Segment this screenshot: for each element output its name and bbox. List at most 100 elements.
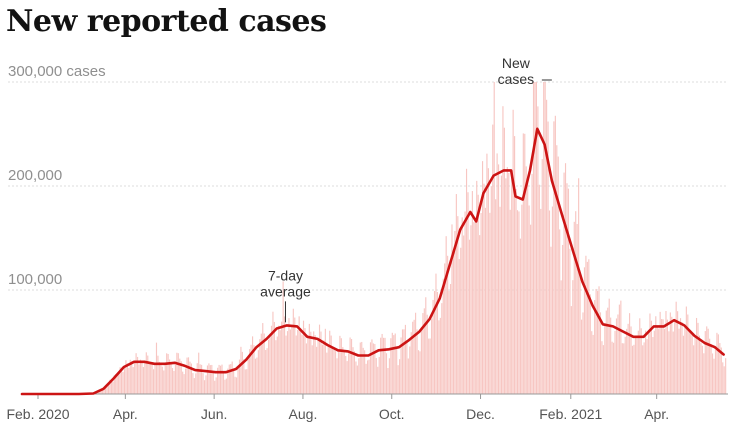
daily-case-bar xyxy=(591,331,593,394)
daily-case-bar xyxy=(233,368,235,394)
daily-case-bar xyxy=(647,329,650,394)
daily-case-bar xyxy=(508,172,510,394)
daily-case-bar xyxy=(206,365,209,394)
daily-case-bar xyxy=(604,323,606,394)
daily-case-bar xyxy=(301,334,303,394)
daily-case-bar xyxy=(640,328,642,394)
daily-case-bar xyxy=(495,199,497,394)
daily-case-bar xyxy=(426,314,428,394)
daily-case-bar xyxy=(336,358,338,394)
daily-case-bar xyxy=(498,164,500,394)
daily-case-bar xyxy=(387,368,389,394)
daily-case-bar xyxy=(684,326,686,394)
daily-case-bar xyxy=(455,194,457,394)
daily-case-bar xyxy=(308,323,310,394)
daily-case-bar xyxy=(141,361,143,394)
daily-case-bar xyxy=(413,319,415,394)
daily-case-bar xyxy=(714,349,717,394)
daily-case-bar xyxy=(353,351,356,394)
daily-case-bar xyxy=(618,304,620,394)
daily-case-bar xyxy=(171,368,174,394)
daily-case-bar xyxy=(254,358,257,394)
daily-case-bar xyxy=(547,121,549,394)
daily-case-bar xyxy=(190,363,192,394)
daily-case-bar xyxy=(439,317,441,394)
daily-case-bar xyxy=(681,322,683,394)
daily-case-bar xyxy=(352,347,354,394)
daily-case-bar xyxy=(244,369,246,394)
daily-case-bar xyxy=(566,183,568,394)
daily-case-bar xyxy=(170,362,172,394)
daily-case-bar xyxy=(103,389,105,394)
daily-case-bar xyxy=(444,263,446,394)
daily-case-bar xyxy=(629,313,631,394)
daily-case-bar xyxy=(166,353,168,394)
daily-case-bar xyxy=(407,358,409,394)
daily-case-bar xyxy=(479,235,481,394)
daily-case-bar xyxy=(320,331,322,394)
daily-case-bar xyxy=(394,333,396,394)
daily-case-bar xyxy=(613,342,615,394)
daily-case-bar xyxy=(286,331,289,394)
daily-case-bar xyxy=(653,330,655,394)
daily-case-bar xyxy=(516,210,519,394)
daily-case-bar xyxy=(163,370,165,394)
daily-case-bar xyxy=(531,173,533,394)
daily-case-bar xyxy=(327,345,329,394)
daily-case-bar xyxy=(199,364,201,394)
daily-case-bar xyxy=(461,217,463,394)
daily-case-bar xyxy=(716,332,718,394)
daily-case-bar xyxy=(198,352,200,394)
daily-case-bar xyxy=(346,361,348,394)
daily-case-bar xyxy=(695,317,698,394)
daily-case-bar xyxy=(313,331,315,394)
daily-case-bar xyxy=(511,174,513,394)
daily-case-bar xyxy=(690,331,692,394)
daily-case-bar xyxy=(231,361,233,394)
daily-case-bar xyxy=(403,329,405,394)
daily-case-bar xyxy=(154,364,156,394)
daily-case-bar xyxy=(144,362,146,394)
daily-case-bar xyxy=(659,311,661,394)
daily-case-bar xyxy=(339,335,341,394)
daily-case-bar xyxy=(626,328,628,394)
daily-case-bar xyxy=(530,224,532,394)
daily-case-bar xyxy=(294,317,296,394)
daily-case-bar xyxy=(431,318,433,394)
daily-case-bar xyxy=(704,331,706,394)
daily-case-bar xyxy=(349,337,351,394)
daily-case-bar xyxy=(218,364,220,394)
daily-case-bar xyxy=(665,311,667,394)
daily-case-bar xyxy=(578,178,580,394)
daily-case-bar xyxy=(687,314,689,394)
daily-case-bar xyxy=(215,377,217,394)
daily-case-bar xyxy=(592,334,594,394)
daily-case-bar xyxy=(575,211,577,394)
daily-case-bar xyxy=(221,364,223,394)
daily-case-bar xyxy=(486,153,488,394)
daily-case-bar xyxy=(192,373,194,394)
y-tick-labels: 100,000 200,000 300,000 cases xyxy=(8,63,106,288)
daily-case-bar xyxy=(412,321,414,394)
daily-case-bar xyxy=(195,373,197,394)
daily-case-bar xyxy=(544,82,546,394)
annotation-label-line: New xyxy=(502,55,531,71)
daily-case-bar xyxy=(235,377,238,394)
daily-case-bar xyxy=(393,335,395,394)
daily-case-bar xyxy=(617,314,619,394)
daily-case-bar xyxy=(594,300,596,394)
daily-case-bar xyxy=(208,363,210,394)
daily-case-bar xyxy=(385,353,388,394)
daily-case-bar xyxy=(563,172,565,394)
daily-case-bar xyxy=(222,371,225,394)
chart-title: New reported cases xyxy=(6,4,327,39)
daily-case-bar xyxy=(134,362,136,394)
daily-case-bar xyxy=(567,188,570,394)
daily-case-bar xyxy=(106,386,108,394)
daily-case-bar xyxy=(449,284,452,394)
daily-case-bar xyxy=(289,329,291,394)
daily-case-bar xyxy=(123,367,126,394)
daily-case-bar xyxy=(666,319,668,394)
